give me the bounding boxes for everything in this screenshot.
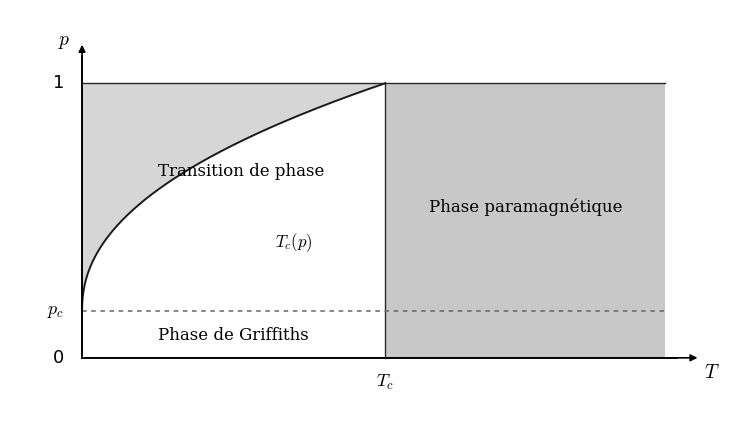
Polygon shape	[82, 83, 385, 311]
Bar	[385, 83, 665, 358]
Text: $T_c(p)$: $T_c(p)$	[275, 231, 312, 254]
Text: $T_c$: $T_c$	[377, 373, 394, 392]
Text: $T$: $T$	[704, 363, 720, 382]
Text: Phase paramagnétique: Phase paramagnétique	[429, 198, 622, 216]
Text: Phase de Griffiths: Phase de Griffiths	[158, 327, 308, 344]
Polygon shape	[82, 83, 385, 358]
Text: $p$: $p$	[59, 32, 70, 51]
Text: 0: 0	[54, 349, 65, 367]
Text: Transition de phase: Transition de phase	[158, 162, 324, 180]
Text: 1: 1	[53, 74, 65, 92]
Text: $p_c$: $p_c$	[48, 302, 65, 320]
